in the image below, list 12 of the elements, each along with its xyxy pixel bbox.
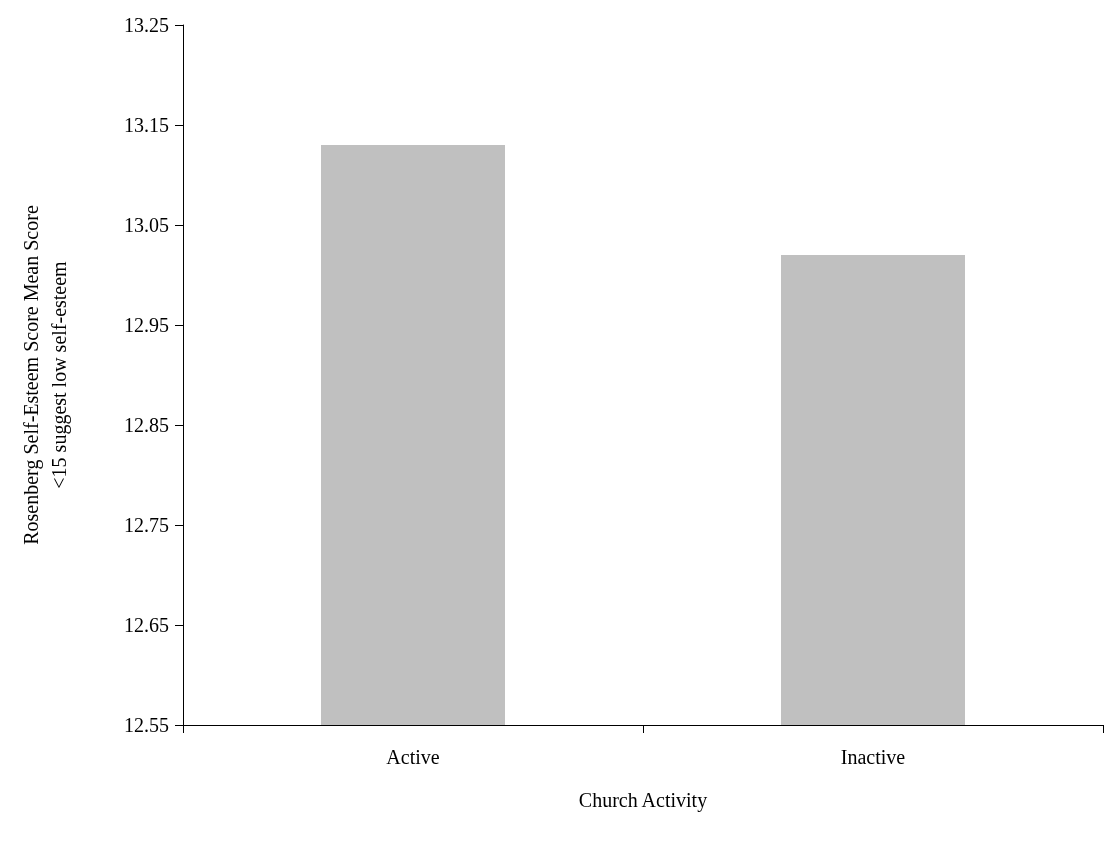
x-tick-label: Active bbox=[386, 746, 440, 768]
y-tick-label: 13.15 bbox=[124, 114, 169, 136]
y-tick-label: 12.95 bbox=[124, 314, 169, 336]
x-tick-label: Inactive bbox=[840, 746, 906, 768]
y-tick-label: 13.05 bbox=[124, 214, 169, 236]
x-axis-title: Church Activity bbox=[578, 789, 708, 812]
y-tick-label: 12.55 bbox=[124, 714, 169, 736]
y-tick-label: 13.25 bbox=[124, 14, 169, 36]
y-tick-label: 12.85 bbox=[124, 414, 169, 436]
y-axis-title: Rosenberg Self-Esteem Score Mean Score <15 suggest low self-esteem bbox=[20, 205, 71, 545]
y-tick-label: 12.65 bbox=[124, 614, 169, 636]
y-tick-label: 12.75 bbox=[124, 514, 169, 536]
